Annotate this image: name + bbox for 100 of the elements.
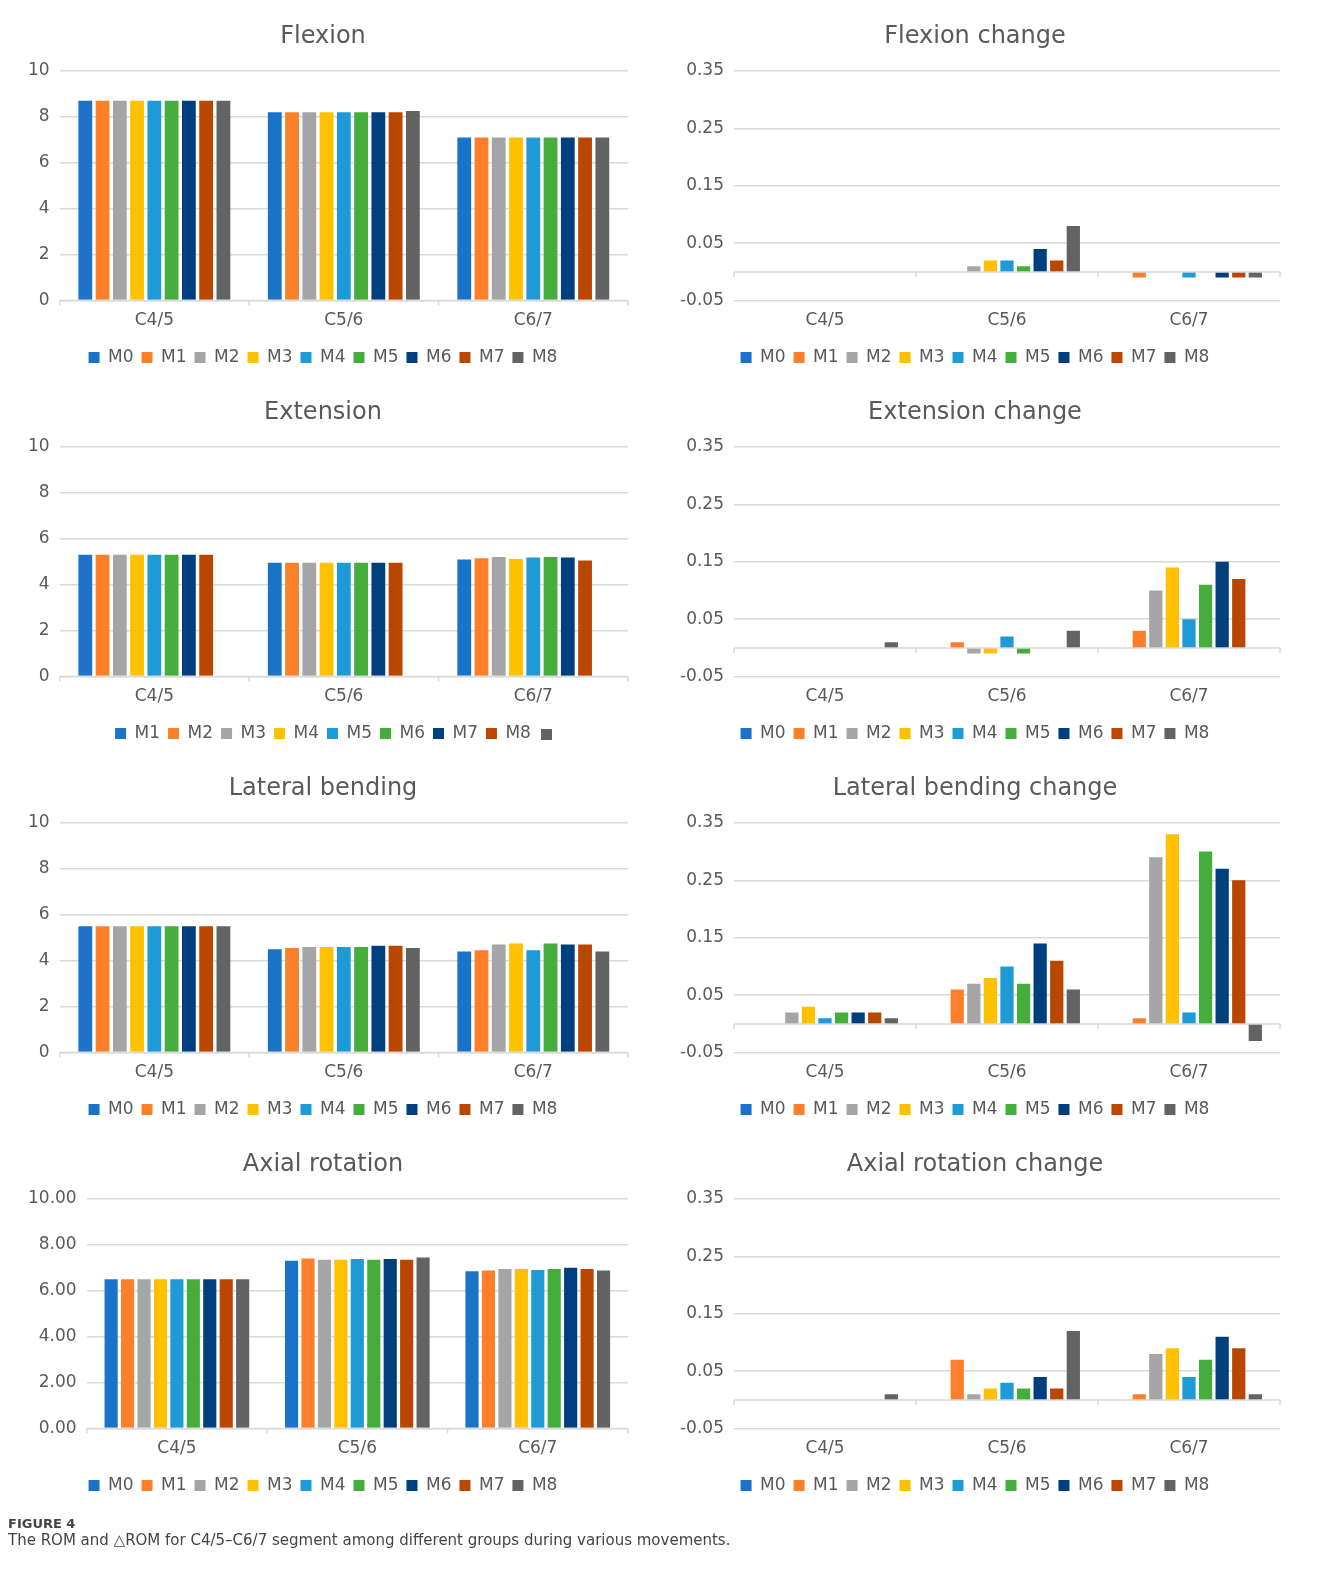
y-tick-label: -0.05 [679,665,724,686]
bar [1149,857,1163,1024]
legend-label: M3 [267,1473,293,1494]
bar [1149,1353,1163,1400]
bar [543,557,558,676]
legend-label: M7 [478,1473,505,1494]
y-tick-label: 10.00 [28,1187,77,1208]
legend-label: M5 [1024,721,1051,742]
legend-label: M3 [919,1097,945,1118]
legend-label: M3 [919,345,945,366]
bar [354,112,368,300]
bar [147,554,162,676]
legend-label: M7 [1130,1473,1157,1494]
bar [1066,989,1080,1024]
chart-title: Extension [264,396,382,425]
y-tick-label: 0.25 [686,116,724,137]
chart-title: Axial rotation [242,1148,404,1177]
legend-label: M6 [399,721,425,742]
legend-label: M2 [866,1097,892,1118]
legend-label: M3 [919,721,945,742]
bar [1215,561,1229,648]
legend-label: M1 [161,1097,187,1118]
bar [851,1012,865,1024]
legend-label: M2 [214,345,240,366]
legend-label: M6 [1077,345,1104,366]
legend-label: M2 [866,721,892,742]
x-tick-label: C4/5 [134,309,174,330]
bar [319,112,334,300]
bar [1232,880,1246,1024]
bar [95,926,110,1052]
legend-label: M5 [1024,1473,1051,1494]
y-tick-label: 0.05 [686,1359,724,1380]
legend-label: M6 [1077,1473,1104,1494]
y-tick-label: 2 [38,619,50,640]
bar [181,554,196,676]
bar [1050,260,1064,272]
legend-label: M5 [346,721,372,742]
legend-label: M2 [214,1473,240,1494]
legend-label: M6 [1077,721,1104,742]
chart-title: Flexion change [884,20,1066,49]
y-tick-label: 0.25 [686,492,724,513]
bar [1132,630,1146,648]
y-tick-label: 8.00 [38,1233,77,1254]
bar [267,949,282,1052]
bar [1050,960,1064,1024]
legend-label: M5 [372,1473,399,1494]
y-tick-label: 2.00 [38,1371,77,1392]
bar [1182,619,1196,648]
y-tick-label: 6 [38,903,50,924]
bar [1149,590,1163,648]
x-tick-label: C6/7 [1169,685,1209,706]
legend-label: M6 [425,1097,452,1118]
bar [1248,1023,1262,1042]
bar [578,944,592,1052]
bar [1000,636,1014,648]
bar [354,946,368,1052]
y-tick-label: 2 [38,995,50,1016]
bar [1215,1336,1229,1400]
x-tick-label: C6/7 [513,1061,553,1082]
legend-label: M4 [293,721,319,742]
bar [1198,851,1213,1024]
bar [457,137,472,300]
bar [388,945,403,1052]
bar [1033,248,1047,272]
chart-title: Flexion [280,20,366,49]
bar [801,1006,816,1024]
legend-label: M4 [972,345,998,366]
bar [164,100,179,300]
y-tick-label: 10 [27,435,50,456]
bar [181,926,196,1052]
bar [78,100,93,300]
bar [354,562,368,676]
bar [595,951,610,1052]
bar [1232,578,1246,648]
legend-label: M1 [813,1097,839,1118]
bar [95,554,110,676]
chart-title: Axial rotation change [846,1148,1104,1177]
legend-label: M0 [760,721,786,742]
caption: FIGURE 4 [8,1516,77,1531]
bar [1033,1376,1047,1400]
bar [405,948,420,1052]
legend-label: M6 [425,1473,452,1494]
bar [1232,1348,1246,1400]
legend-label: M4 [972,1473,998,1494]
legend-label: M7 [478,1097,505,1118]
bar [147,926,162,1052]
x-tick-label: C4/5 [157,1437,197,1458]
legend-label: M8 [1183,345,1210,366]
legend-label: M2 [214,1097,240,1118]
bar [285,948,299,1052]
bar [199,926,214,1052]
bar [983,260,998,272]
bar [199,554,214,676]
y-tick-label: 0.35 [686,435,724,456]
legend-label: M3 [267,1097,293,1118]
x-tick-label: C5/6 [987,685,1027,706]
bar [509,558,523,676]
bar [1182,271,1196,278]
bar [983,977,998,1024]
bar [509,943,523,1052]
